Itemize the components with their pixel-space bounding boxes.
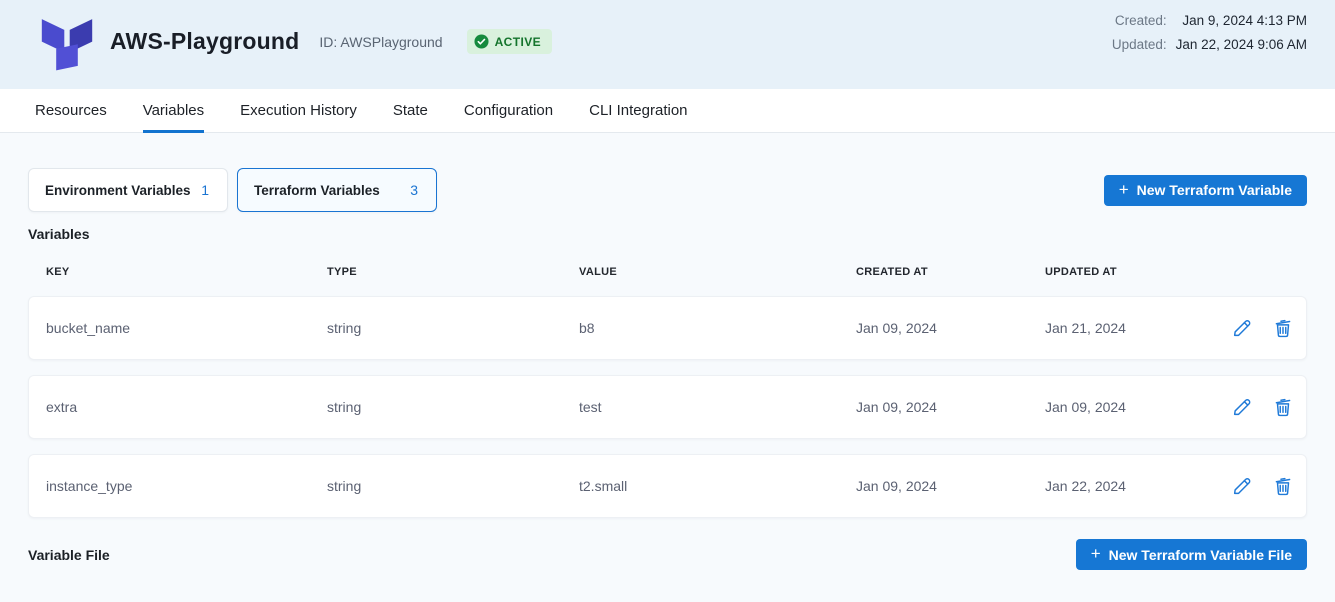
created-label: Created: bbox=[1114, 13, 1167, 28]
variable-key: bucket_name bbox=[46, 320, 131, 336]
tab-variables[interactable]: Variables bbox=[142, 89, 205, 133]
variable-updated-at: Jan 09, 2024 bbox=[1045, 399, 1126, 415]
variable-created-at: Jan 09, 2024 bbox=[856, 399, 937, 415]
variable-created-at: Jan 09, 2024 bbox=[856, 478, 937, 494]
delete-icon[interactable] bbox=[1272, 396, 1294, 418]
environment-variables-toggle[interactable]: Environment Variables 1 bbox=[28, 168, 228, 212]
terraform-variables-label: Terraform Variables bbox=[254, 182, 380, 198]
edit-icon[interactable] bbox=[1231, 475, 1253, 497]
terraform-variables-count: 3 bbox=[410, 182, 418, 198]
plus-icon: + bbox=[1090, 544, 1101, 563]
column-value: VALUE bbox=[579, 266, 617, 278]
check-circle-icon bbox=[474, 34, 489, 49]
column-type: TYPE bbox=[327, 266, 357, 278]
updated-label: Updated: bbox=[1111, 37, 1167, 52]
environment-variables-label: Environment Variables bbox=[45, 182, 191, 198]
new-terraform-variable-button[interactable]: + New Terraform Variable bbox=[1103, 174, 1307, 206]
edit-icon[interactable] bbox=[1231, 396, 1253, 418]
variables-panel: Environment Variables 1 Terraform Variab… bbox=[0, 133, 1335, 570]
variable-value: t2.small bbox=[579, 478, 628, 494]
variable-type: string bbox=[327, 478, 362, 494]
terraform-logo-icon bbox=[41, 18, 93, 70]
variable-value: test bbox=[579, 399, 602, 415]
variable-key: instance_type bbox=[46, 478, 133, 494]
environment-variables-count: 1 bbox=[201, 182, 209, 198]
updated-value: Jan 22, 2024 9:06 AM bbox=[1175, 37, 1307, 52]
variable-updated-at: Jan 21, 2024 bbox=[1045, 320, 1126, 336]
variable-file-section-title: Variable File bbox=[28, 546, 110, 563]
new-terraform-variable-file-button[interactable]: + New Terraform Variable File bbox=[1075, 539, 1307, 570]
variable-type-toggle: Environment Variables 1 Terraform Variab… bbox=[28, 168, 437, 212]
terraform-variables-toggle[interactable]: Terraform Variables 3 bbox=[237, 168, 437, 212]
delete-icon[interactable] bbox=[1272, 475, 1294, 497]
tab-state[interactable]: State bbox=[392, 102, 428, 119]
tab-cli-integration[interactable]: CLI Integration bbox=[589, 102, 688, 119]
table-row: extra string test Jan 09, 2024 Jan 09, 2… bbox=[28, 375, 1307, 439]
table-row: instance_type string t2.small Jan 09, 20… bbox=[28, 454, 1307, 518]
environment-id: ID: AWSPlayground bbox=[319, 33, 443, 50]
environment-header: AWS-Playground ID: AWSPlayground ACTIVE … bbox=[0, 0, 1335, 89]
tab-bar: Resources Variables Execution History St… bbox=[0, 89, 1335, 133]
variable-value: b8 bbox=[579, 320, 595, 336]
variables-section-title: Variables bbox=[28, 226, 90, 242]
delete-icon[interactable] bbox=[1272, 317, 1294, 339]
tab-resources[interactable]: Resources bbox=[35, 102, 107, 119]
new-terraform-variable-label: New Terraform Variable bbox=[1136, 182, 1292, 198]
table-row: bucket_name string b8 Jan 09, 2024 Jan 2… bbox=[28, 296, 1307, 360]
variable-type: string bbox=[327, 399, 362, 415]
status-label: ACTIVE bbox=[494, 34, 541, 49]
variable-created-at: Jan 09, 2024 bbox=[856, 320, 937, 336]
edit-icon[interactable] bbox=[1231, 317, 1253, 339]
plus-icon: + bbox=[1118, 179, 1129, 199]
variable-updated-at: Jan 22, 2024 bbox=[1045, 478, 1126, 494]
new-terraform-variable-file-label: New Terraform Variable File bbox=[1108, 546, 1292, 563]
timestamps: Created: Jan 9, 2024 4:13 PM Updated: Ja… bbox=[1112, 0, 1307, 89]
variable-type: string bbox=[327, 320, 362, 336]
column-created-at: CREATED AT bbox=[856, 266, 928, 278]
column-updated-at: UPDATED AT bbox=[1045, 266, 1117, 278]
column-key: KEY bbox=[46, 266, 70, 278]
status-badge: ACTIVE bbox=[466, 29, 552, 54]
page-title: AWS-Playground bbox=[110, 28, 300, 54]
created-value: Jan 9, 2024 4:13 PM bbox=[1182, 13, 1307, 28]
variable-key: extra bbox=[46, 399, 78, 415]
tab-execution-history[interactable]: Execution History bbox=[240, 102, 357, 119]
table-header: KEY TYPE VALUE CREATED AT UPDATED AT bbox=[28, 263, 1307, 281]
tab-configuration[interactable]: Configuration bbox=[463, 102, 554, 119]
